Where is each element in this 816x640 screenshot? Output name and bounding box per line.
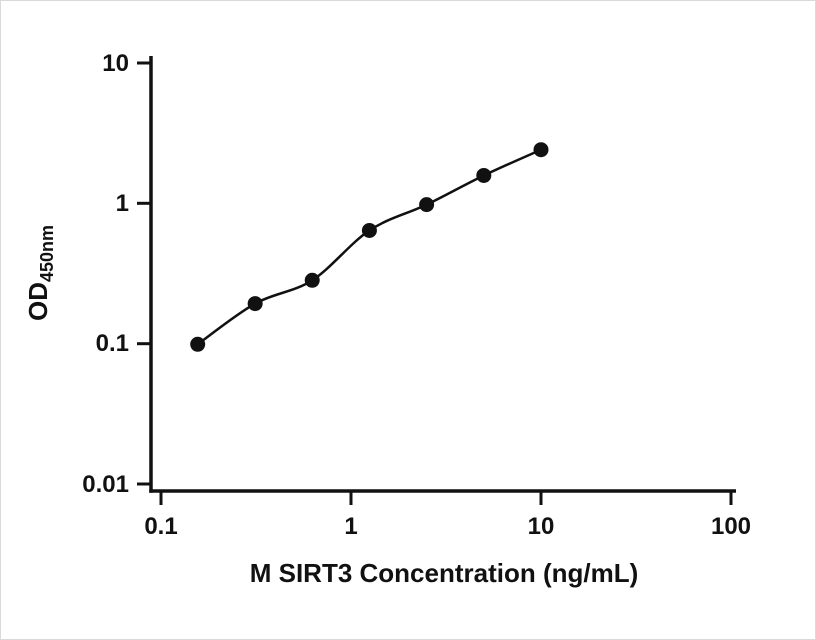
y-tick-label: 0.1 — [96, 330, 129, 357]
data-point — [419, 197, 435, 213]
data-point — [190, 336, 206, 352]
data-point — [533, 142, 549, 158]
y-tick-label: 0.01 — [82, 471, 129, 498]
x-tick-label: 10 — [528, 513, 555, 540]
y-tick-label: 10 — [102, 50, 129, 77]
data-point — [247, 296, 263, 312]
y-axis-title: OD450nm — [23, 225, 57, 321]
data-point — [361, 222, 377, 238]
x-tick-label: 1 — [344, 513, 357, 540]
y-axis-title-subscript: 450nm — [37, 225, 57, 282]
y-tick-label: 1 — [116, 190, 129, 217]
x-axis-title: M SIRT3 Concentration (ng/mL) — [250, 558, 639, 588]
series-layer — [190, 142, 549, 352]
y-axis-title-main: OD — [23, 282, 53, 321]
x-tick-label: 0.1 — [144, 513, 177, 540]
data-point — [476, 167, 492, 183]
x-tick-label: 100 — [711, 513, 751, 540]
data-point — [304, 272, 320, 288]
